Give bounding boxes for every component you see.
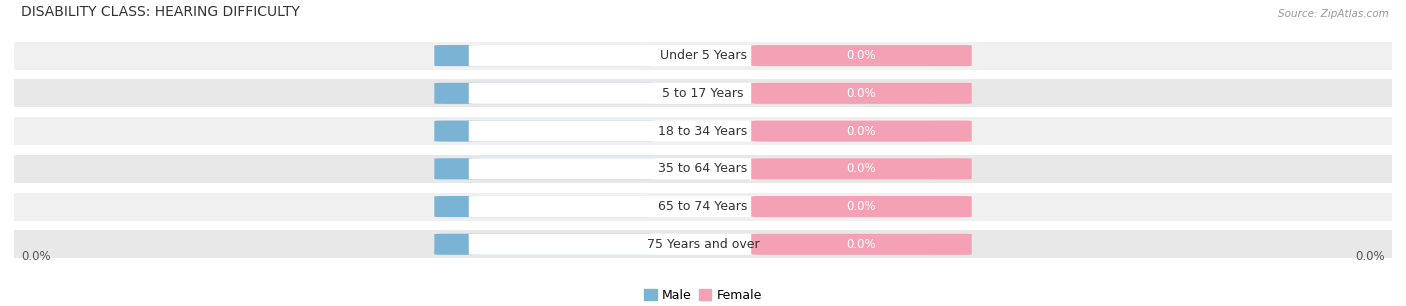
FancyBboxPatch shape — [14, 117, 1392, 145]
Text: 0.0%: 0.0% — [530, 87, 560, 100]
Text: 65 to 74 Years: 65 to 74 Years — [658, 200, 748, 213]
Text: DISABILITY CLASS: HEARING DIFFICULTY: DISABILITY CLASS: HEARING DIFFICULTY — [21, 5, 299, 19]
FancyBboxPatch shape — [434, 83, 655, 104]
FancyBboxPatch shape — [14, 42, 1392, 69]
Text: 0.0%: 0.0% — [846, 49, 876, 62]
FancyBboxPatch shape — [14, 192, 1392, 221]
Text: 5 to 17 Years: 5 to 17 Years — [662, 87, 744, 100]
FancyBboxPatch shape — [751, 196, 972, 217]
Text: 18 to 34 Years: 18 to 34 Years — [658, 125, 748, 138]
FancyBboxPatch shape — [751, 45, 972, 66]
FancyBboxPatch shape — [434, 196, 655, 217]
FancyBboxPatch shape — [14, 79, 1392, 107]
FancyBboxPatch shape — [434, 45, 655, 66]
Legend: Male, Female: Male, Female — [640, 284, 766, 306]
Text: 0.0%: 0.0% — [846, 162, 876, 175]
FancyBboxPatch shape — [468, 158, 938, 179]
FancyBboxPatch shape — [14, 230, 1392, 258]
FancyBboxPatch shape — [468, 83, 938, 104]
FancyBboxPatch shape — [751, 234, 972, 255]
Text: 0.0%: 0.0% — [530, 238, 560, 251]
FancyBboxPatch shape — [751, 121, 972, 142]
FancyBboxPatch shape — [468, 234, 938, 255]
Text: 75 Years and over: 75 Years and over — [647, 238, 759, 251]
Text: 0.0%: 0.0% — [21, 250, 51, 263]
Text: 0.0%: 0.0% — [530, 162, 560, 175]
Text: 0.0%: 0.0% — [1355, 250, 1385, 263]
FancyBboxPatch shape — [468, 196, 938, 217]
FancyBboxPatch shape — [14, 155, 1392, 183]
FancyBboxPatch shape — [434, 158, 655, 179]
FancyBboxPatch shape — [468, 121, 938, 142]
Text: Under 5 Years: Under 5 Years — [659, 49, 747, 62]
FancyBboxPatch shape — [434, 121, 655, 142]
Text: 0.0%: 0.0% — [530, 200, 560, 213]
Text: 0.0%: 0.0% — [846, 87, 876, 100]
FancyBboxPatch shape — [751, 158, 972, 179]
Text: 0.0%: 0.0% — [530, 125, 560, 138]
Text: Source: ZipAtlas.com: Source: ZipAtlas.com — [1278, 9, 1389, 19]
Text: 0.0%: 0.0% — [846, 200, 876, 213]
FancyBboxPatch shape — [434, 234, 655, 255]
FancyBboxPatch shape — [751, 83, 972, 104]
Text: 0.0%: 0.0% — [846, 125, 876, 138]
FancyBboxPatch shape — [468, 45, 938, 66]
Text: 35 to 64 Years: 35 to 64 Years — [658, 162, 748, 175]
Text: 0.0%: 0.0% — [530, 49, 560, 62]
Text: 0.0%: 0.0% — [846, 238, 876, 251]
